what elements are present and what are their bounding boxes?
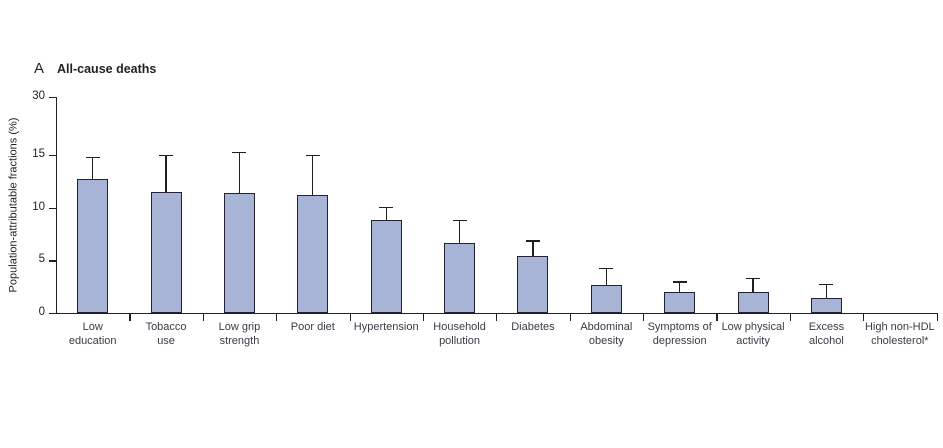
category-label: Diabetes — [487, 321, 579, 335]
category-label-line: Excess — [808, 321, 845, 333]
error-bar-whisker — [679, 281, 681, 292]
y-tick-label: 30 — [32, 90, 45, 102]
panel-letter: A — [34, 60, 45, 77]
x-tick — [349, 314, 351, 322]
category-label-line: pollution — [439, 334, 481, 347]
x-tick — [789, 314, 791, 322]
error-bar-whisker — [238, 151, 241, 193]
x-tick — [422, 314, 425, 322]
error-bar-whisker — [825, 283, 828, 299]
category-label-line: cholesterol* — [871, 334, 929, 347]
category-label-line: Low grip — [218, 321, 261, 333]
error-bar-cap — [599, 267, 614, 269]
bar — [77, 179, 109, 313]
category-label: Hypertension — [340, 321, 432, 335]
category-label-line: Poor diet — [290, 321, 335, 333]
bar — [370, 220, 402, 313]
error-bar-whisker — [605, 267, 607, 285]
x-axis-line — [56, 313, 938, 315]
error-bar-cap — [305, 155, 320, 157]
y-axis-line — [56, 97, 58, 315]
y-tick — [49, 155, 56, 157]
category-label-line: Tobacco — [145, 321, 187, 333]
category-label-line: Household — [433, 321, 486, 333]
y-tick — [49, 313, 56, 315]
x-tick — [716, 314, 718, 322]
category-label-line: Abdominal — [580, 321, 633, 333]
bar — [664, 291, 696, 313]
category-label-line: Low — [82, 321, 103, 333]
category-label-line: education — [68, 334, 117, 347]
x-tick — [936, 314, 938, 322]
y-tick — [49, 207, 56, 209]
bar — [810, 298, 842, 313]
error-bar-cap — [85, 157, 100, 159]
x-tick — [643, 314, 645, 322]
x-tick — [202, 314, 204, 322]
error-bar-cap — [232, 151, 247, 153]
error-bar-cap — [525, 240, 540, 242]
x-tick — [863, 314, 865, 322]
category-label: Tobacco use — [120, 321, 212, 348]
error-bar-cap — [452, 220, 467, 222]
error-bar-cap — [672, 281, 687, 283]
category-label-line: High non-HDL — [864, 321, 935, 333]
bar — [444, 243, 476, 313]
category-label: Excess alcohol — [780, 321, 872, 348]
bar — [223, 192, 255, 313]
bar — [517, 256, 549, 313]
error-bar-cap — [819, 283, 834, 285]
category-label-line: strength — [219, 334, 260, 347]
category-label: Household pollution — [414, 321, 506, 348]
category-label-line: activity — [736, 334, 770, 347]
category-label-line: Diabetes — [511, 321, 555, 333]
category-label: Low grip strength — [193, 321, 285, 348]
category-label-line: alcohol — [809, 334, 844, 347]
category-label-line: use — [157, 334, 175, 347]
y-tick-label: 15 — [32, 148, 45, 160]
category-label: Abdominal obesity — [560, 321, 652, 348]
bar — [297, 195, 329, 313]
panel-title: A All-cause deaths — [34, 60, 156, 77]
category-label: High non-HDL cholesterol* — [854, 321, 943, 348]
bar — [737, 291, 769, 313]
error-bar-whisker — [385, 206, 387, 221]
error-bar-whisker — [92, 157, 94, 180]
y-tick — [49, 97, 56, 99]
category-label: Low physical activity — [707, 321, 799, 348]
category-label-line: Symptoms of — [647, 321, 712, 333]
y-tick — [49, 260, 56, 262]
error-bar-whisker — [458, 220, 461, 244]
error-bar-cap — [379, 206, 394, 208]
category-label-line: obesity — [588, 334, 624, 347]
y-tick-label: 5 — [38, 253, 45, 266]
error-bar-whisker — [532, 240, 534, 257]
x-tick — [276, 314, 278, 322]
panel-heading: All-cause deaths — [57, 62, 157, 76]
x-tick — [569, 314, 571, 322]
category-label-line: Hypertension — [353, 321, 419, 333]
category-label: Low education — [47, 321, 139, 348]
y-tick-label: 0 — [38, 306, 45, 318]
error-bar-whisker — [165, 155, 167, 192]
category-label: Poor diet — [267, 321, 359, 335]
x-tick — [129, 314, 131, 322]
error-bar-whisker — [312, 155, 314, 196]
error-bar-whisker — [752, 278, 754, 292]
category-label: Symptoms of depression — [634, 321, 726, 348]
bar — [590, 284, 622, 313]
y-tick-label: 10 — [32, 200, 45, 213]
x-tick — [496, 314, 498, 322]
error-bar-cap — [159, 155, 174, 157]
error-bar-cap — [746, 278, 761, 280]
category-label-line: depression — [652, 334, 707, 347]
bar — [150, 191, 182, 313]
category-label-line: Low physical — [721, 321, 785, 333]
